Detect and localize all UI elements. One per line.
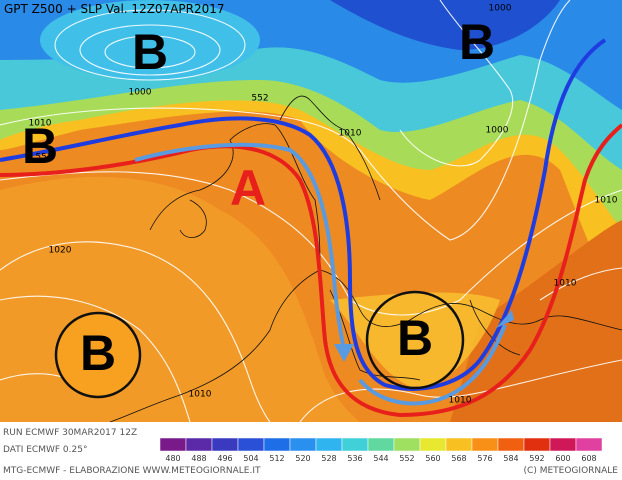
colorbar-swatch <box>445 437 473 452</box>
low-circle <box>365 290 465 390</box>
colorbar-swatch <box>549 437 577 452</box>
colorbar-tick-label: 568 <box>451 454 466 463</box>
pressure-system-label: B <box>459 14 495 70</box>
colorbar-tick-label: 592 <box>529 454 544 463</box>
colorbar-tick-label: 608 <box>581 454 596 463</box>
z500-line-552 <box>0 38 607 391</box>
isobar-label: 552 <box>251 94 268 104</box>
pressure-system-label: B <box>132 24 168 80</box>
colorbar-tick-label: 496 <box>217 454 232 463</box>
arrow-head <box>496 310 514 328</box>
isobar-label: 1010 <box>595 196 618 206</box>
colorbar-tick-label: 520 <box>295 454 310 463</box>
colorbar-tick-label: 560 <box>425 454 440 463</box>
isobar-label: 1000 <box>489 4 512 14</box>
isobar-label: 552 <box>35 153 52 163</box>
colorbar-swatch <box>471 437 499 452</box>
isobar-label: 1010 <box>554 279 577 289</box>
isobar-labels: 1000 552 1010 552 1010 1000 1000 1020 1010 1010 10… <box>29 4 618 406</box>
isobar-label: 1010 <box>339 129 362 139</box>
colorbar-swatch <box>159 437 187 452</box>
colorbar-swatch <box>575 437 603 452</box>
colorbar-tick-label: 504 <box>243 454 258 463</box>
data-info: DATI ECMWF 0.25° <box>3 445 87 455</box>
colorbar-tick-label: 536 <box>347 454 362 463</box>
pressure-system-label: B <box>22 118 58 174</box>
colorbar-swatch <box>263 437 291 452</box>
colorbar-tick-label: 584 <box>503 454 518 463</box>
colorbar-swatch <box>497 437 525 452</box>
contours <box>0 0 622 422</box>
pressure-system-label: B <box>80 325 116 381</box>
colorbar-swatch <box>523 437 551 452</box>
isobar-label: 1010 <box>449 396 472 406</box>
pressure-system-label: A <box>230 160 266 216</box>
colorbar-swatch <box>237 437 265 452</box>
arrow-head <box>334 344 354 362</box>
colorbar-swatch <box>341 437 369 452</box>
copyright: (C) METEOGIORNALE <box>524 466 619 476</box>
coastlines <box>109 95 622 422</box>
low-circle <box>54 311 142 399</box>
colorbar-swatch <box>419 437 447 452</box>
flow-arrows <box>134 142 507 406</box>
colorbar-swatch <box>185 437 213 452</box>
colorbar-swatch <box>393 437 421 452</box>
pressure-systems: B B B A B B <box>22 14 495 381</box>
colorbar-tick-label: 528 <box>321 454 336 463</box>
run-info: RUN ECMWF 30MAR2017 12Z <box>3 428 137 438</box>
credit: MTG-ECMWF - ELABORAZIONE WWW.METEOGIORNA… <box>3 466 261 476</box>
colorbar-tick-label: 552 <box>399 454 414 463</box>
isobar-label: 1010 <box>189 390 212 400</box>
colorbar-swatch <box>289 437 317 452</box>
colorbar-swatch <box>367 437 395 452</box>
colorbar-tick-label: 600 <box>555 454 570 463</box>
colorbar-tick-label: 480 <box>165 454 180 463</box>
colorbar-tick-label: 544 <box>373 454 388 463</box>
colorbar: 480 488 496 504 512 520 528 536 544 552 560 568 576 5… <box>159 437 603 463</box>
colorbar-tick-label: 512 <box>269 454 284 463</box>
isobar-label: 1020 <box>49 246 72 256</box>
colorbar-swatch <box>211 437 239 452</box>
colorbar-tick-label: 488 <box>191 454 206 463</box>
colorbar-swatch <box>315 437 343 452</box>
colorbar-tick-label: 576 <box>477 454 492 463</box>
isobar-label: 1010 <box>29 119 52 129</box>
isobar-label: 1000 <box>129 88 152 98</box>
map-title: GPT Z500 + SLP Val. 12Z07APR2017 <box>4 2 225 16</box>
map-field: B B B A B B 1000 552 1010 552 1010 1000 1000 1020 101… <box>0 0 622 422</box>
isobar-label: 1000 <box>486 126 509 136</box>
pressure-system-label: B <box>397 310 433 366</box>
